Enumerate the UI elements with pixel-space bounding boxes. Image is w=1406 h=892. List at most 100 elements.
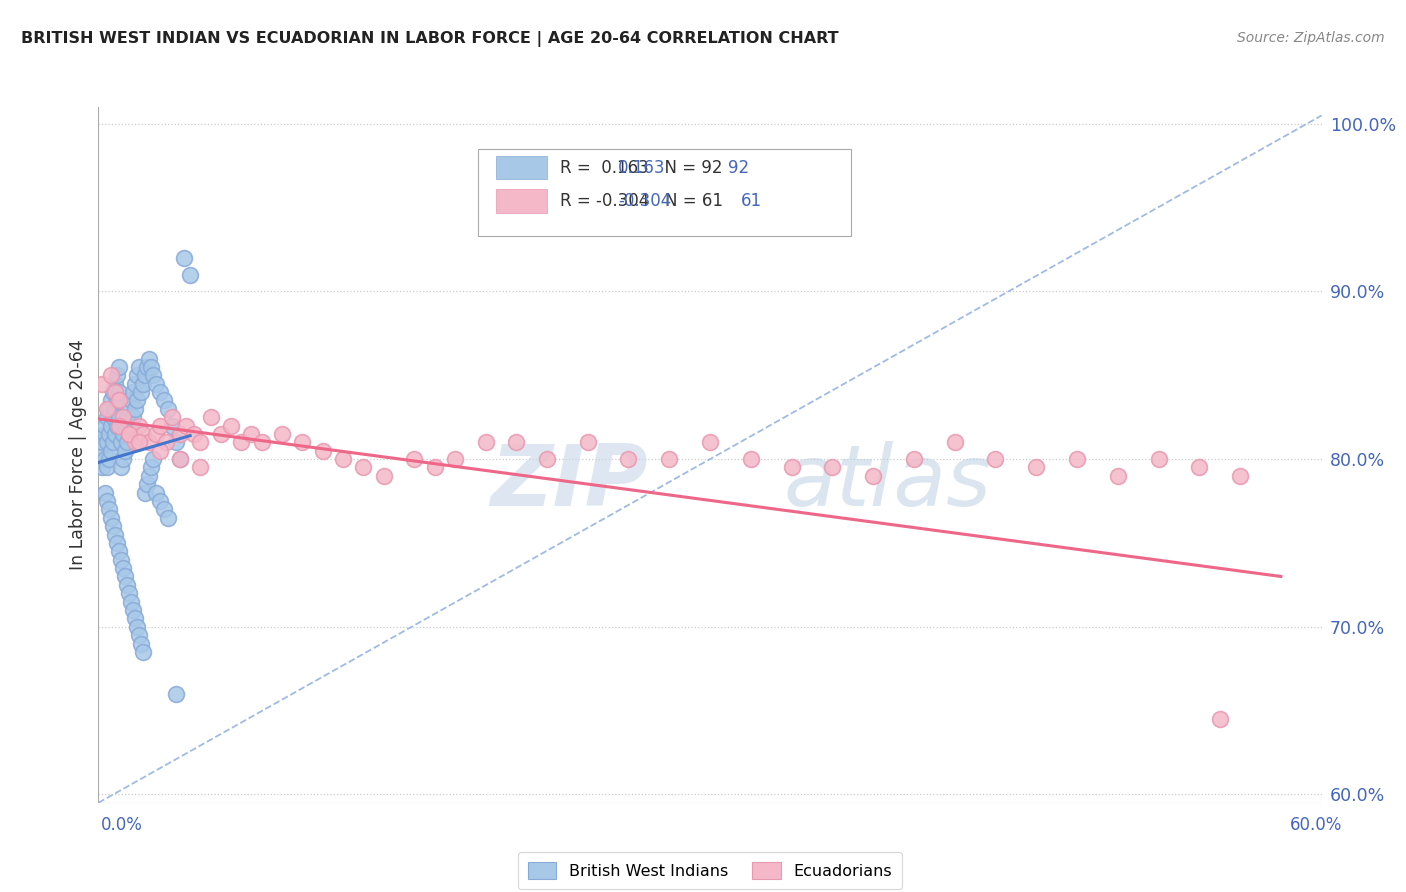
Point bbox=[100, 368, 122, 383]
Point bbox=[97, 452, 120, 467]
Point bbox=[97, 401, 120, 416]
Point bbox=[132, 645, 155, 659]
Point bbox=[536, 452, 558, 467]
Text: 92: 92 bbox=[728, 159, 749, 177]
Point bbox=[96, 435, 118, 450]
Point bbox=[128, 359, 150, 374]
Point bbox=[136, 359, 159, 374]
Point bbox=[96, 460, 118, 475]
Point bbox=[93, 485, 115, 500]
Point bbox=[111, 561, 134, 575]
Point bbox=[97, 502, 120, 516]
Point bbox=[156, 510, 179, 524]
Point bbox=[1209, 712, 1232, 726]
Point bbox=[114, 443, 136, 458]
Point bbox=[658, 452, 681, 467]
Point bbox=[155, 435, 177, 450]
Point bbox=[127, 368, 149, 383]
Point bbox=[108, 393, 131, 408]
Point bbox=[943, 435, 966, 450]
Point bbox=[169, 452, 191, 467]
Point bbox=[128, 418, 150, 433]
Point bbox=[138, 351, 160, 366]
Point bbox=[114, 418, 136, 433]
Point bbox=[231, 435, 253, 450]
Point bbox=[115, 578, 138, 592]
Point bbox=[699, 435, 721, 450]
Text: 61: 61 bbox=[741, 192, 762, 210]
Point bbox=[1107, 468, 1129, 483]
Point bbox=[120, 393, 142, 408]
Point bbox=[105, 368, 128, 383]
Point bbox=[138, 435, 160, 450]
Point bbox=[104, 401, 127, 416]
Point bbox=[96, 410, 118, 425]
Point bbox=[352, 460, 374, 475]
Point bbox=[169, 427, 191, 442]
Point bbox=[156, 401, 179, 416]
Point bbox=[136, 477, 159, 491]
Point bbox=[183, 427, 205, 442]
Point bbox=[101, 519, 124, 533]
Point bbox=[114, 569, 136, 583]
Point bbox=[129, 385, 152, 400]
Point bbox=[740, 452, 762, 467]
Point bbox=[93, 427, 115, 442]
Point bbox=[101, 385, 124, 400]
Point bbox=[165, 687, 187, 701]
Point bbox=[240, 427, 263, 442]
Point bbox=[1025, 460, 1047, 475]
Point bbox=[209, 427, 232, 442]
Point bbox=[173, 251, 195, 265]
Point bbox=[780, 460, 803, 475]
Point bbox=[118, 427, 141, 442]
Point bbox=[291, 435, 314, 450]
Point bbox=[444, 452, 467, 467]
Point bbox=[1188, 460, 1211, 475]
Point bbox=[96, 401, 118, 416]
Point bbox=[127, 393, 149, 408]
Text: 0.163: 0.163 bbox=[619, 159, 666, 177]
Point bbox=[188, 435, 212, 450]
Point bbox=[110, 435, 132, 450]
Point bbox=[104, 427, 127, 442]
Point bbox=[312, 443, 335, 458]
Point bbox=[132, 376, 155, 391]
Point bbox=[145, 485, 167, 500]
Point bbox=[132, 427, 155, 442]
Point bbox=[124, 376, 146, 391]
Text: ZIP: ZIP bbox=[489, 442, 648, 524]
Text: -0.304: -0.304 bbox=[619, 192, 672, 210]
Point bbox=[141, 460, 163, 475]
FancyBboxPatch shape bbox=[496, 189, 547, 213]
Point bbox=[122, 385, 145, 400]
Point bbox=[118, 427, 141, 442]
Point bbox=[120, 594, 142, 608]
Point bbox=[1147, 452, 1170, 467]
Point bbox=[100, 510, 122, 524]
Point bbox=[122, 410, 145, 425]
Point bbox=[373, 468, 395, 483]
Point bbox=[149, 418, 172, 433]
Point bbox=[111, 410, 134, 425]
Point bbox=[423, 460, 446, 475]
Point bbox=[104, 376, 127, 391]
Point bbox=[152, 393, 174, 408]
Point bbox=[160, 410, 183, 425]
Point bbox=[91, 460, 114, 475]
Point bbox=[474, 435, 498, 450]
Point bbox=[108, 410, 131, 425]
Point bbox=[93, 418, 115, 433]
Point bbox=[200, 410, 222, 425]
Text: 0.0%: 0.0% bbox=[101, 816, 143, 834]
Point bbox=[145, 427, 167, 442]
Point bbox=[118, 427, 141, 442]
Point bbox=[122, 603, 145, 617]
Point bbox=[1066, 452, 1088, 467]
Point bbox=[128, 435, 150, 450]
Point bbox=[617, 452, 640, 467]
Point bbox=[91, 376, 114, 391]
Point bbox=[821, 460, 844, 475]
Point bbox=[111, 427, 134, 442]
Point bbox=[505, 435, 527, 450]
